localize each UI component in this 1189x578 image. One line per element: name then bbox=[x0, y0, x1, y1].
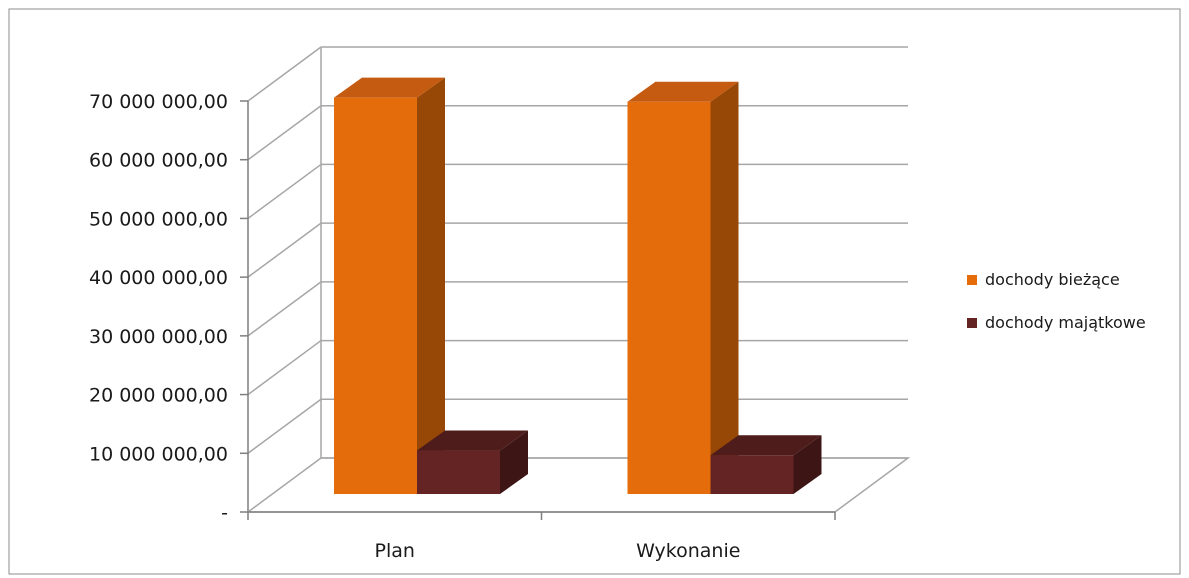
bar-front bbox=[710, 455, 794, 494]
gridline-side bbox=[247, 398, 322, 454]
gridline-side bbox=[247, 222, 322, 278]
bar bbox=[417, 430, 528, 494]
legend-label: dochody majątkowe bbox=[985, 313, 1146, 332]
y-tick-label: 40 000 000,00 bbox=[89, 267, 228, 289]
gridline-side bbox=[247, 46, 322, 102]
bar-top bbox=[710, 435, 822, 456]
gridline-side bbox=[247, 339, 322, 396]
y-tick-label: 30 000 000,00 bbox=[89, 326, 228, 348]
bar-front bbox=[417, 450, 500, 494]
legend-swatch bbox=[967, 275, 977, 285]
y-tick-label: 10 000 000,00 bbox=[89, 443, 228, 465]
gridline-side bbox=[247, 163, 322, 220]
bar bbox=[627, 81, 739, 494]
gridline-side bbox=[247, 105, 322, 161]
bar-top bbox=[417, 430, 528, 451]
bar-side bbox=[417, 77, 445, 494]
legend-label: dochody bieżące bbox=[985, 270, 1120, 289]
y-tick-label: 70 000 000,00 bbox=[89, 91, 228, 113]
y-tick-label: 20 000 000,00 bbox=[89, 385, 228, 407]
legend: dochody bieżące dochody majątkowe bbox=[967, 270, 1146, 332]
bar bbox=[710, 435, 822, 494]
x-category-label: Wykonanie bbox=[636, 540, 740, 562]
bar-top bbox=[627, 81, 739, 102]
bar-front bbox=[334, 97, 417, 494]
bar bbox=[334, 77, 445, 494]
chart-border bbox=[8, 8, 1181, 575]
bar-top bbox=[334, 77, 445, 98]
legend-swatch bbox=[967, 318, 977, 328]
gridline-side bbox=[247, 281, 322, 337]
x-category-label: Plan bbox=[375, 540, 415, 562]
bar-side bbox=[500, 430, 528, 494]
bar-front bbox=[627, 101, 711, 494]
x-axis-labels: Plan Wykonanie bbox=[247, 512, 836, 562]
y-axis-ticks: - 10 000 000,00 20 000 000,00 30 000 000,00… bbox=[89, 91, 248, 524]
y-tick-label: - bbox=[221, 502, 228, 524]
bar-side bbox=[710, 81, 739, 494]
y-tick-label: 50 000 000,00 bbox=[89, 208, 228, 230]
bars bbox=[334, 77, 822, 494]
bar-side bbox=[793, 435, 822, 494]
y-tick-label: 60 000 000,00 bbox=[89, 150, 228, 172]
